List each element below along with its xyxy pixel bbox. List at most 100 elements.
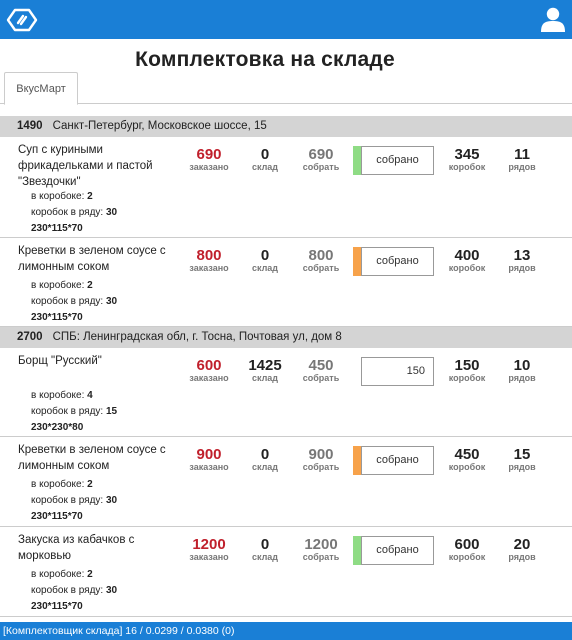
rows-label: рядов [508,552,536,562]
collect-label: собрать [302,462,340,472]
per-box-label: в коробоке: [31,569,85,580]
ordered-value: 600 [196,357,222,374]
stock-stat: 0 склад [241,248,289,273]
ordered-label: заказано [189,263,229,273]
ordered-label: заказано [189,552,229,562]
collect-value: 900 [308,446,334,463]
rows-label: рядов [508,373,536,383]
status-indicator [353,536,362,565]
page-title: Комплектовка на складе [135,48,395,71]
boxes-value: 150 [454,357,480,374]
boxes-stat: 600 коробок [444,537,490,562]
ordered-value: 900 [196,446,222,463]
per-row-value: 30 [105,585,118,596]
ordered-label: заказано [189,462,229,472]
boxes-value: 400 [454,247,480,264]
group-header: 1490 Санкт-Петербург, Московское шоссе, 1… [0,116,572,137]
stock-label: склад [251,462,279,472]
collect-stat: 800 собрать [297,248,345,273]
collected-input[interactable]: собрано [361,446,434,475]
collect-stat: 690 собрать [297,147,345,172]
ordered-stat: 800 заказано [186,248,232,273]
stock-value: 0 [260,146,270,163]
order-row: Креветки в зеленом соусе с лимонным соко… [0,437,572,527]
per-box-label: в коробоке: [31,191,85,202]
user-icon[interactable] [540,6,566,32]
order-row: Закуска из кабачков с морковью в коробоке… [0,527,572,617]
collect-stat: 1200 собрать [297,537,345,562]
box-dimensions: 230*115*70 [31,312,83,323]
ordered-value: 800 [196,247,222,264]
per-row-label: коробок в ряду: [31,495,104,506]
rows-label: рядов [508,162,536,172]
product-name: Борщ "Русский" [18,355,102,367]
rows-stat: 15 рядов [500,447,544,472]
ordered-value: 1200 [192,536,226,553]
rows-value: 11 [514,146,530,163]
status-bar: [Комплектовщик склада] 16 / 0.0299 / 0.0… [0,622,572,640]
box-dimensions: 230*115*70 [31,511,83,522]
per-row-info: коробок в ряду: 30 [31,207,117,218]
rows-stat: 11 рядов [500,147,544,172]
stock-stat: 0 склад [241,447,289,472]
boxes-stat: 150 коробок [444,358,490,383]
group-address: СПБ: Ленинградская обл, г. Тосна, Почтов… [52,331,342,343]
status-indicator [353,146,362,175]
per-box-label: в коробоке: [31,479,85,490]
collect-label: собрать [302,552,340,562]
collect-value: 690 [308,146,334,163]
collected-input[interactable]: собрано [361,247,434,276]
collected-input[interactable]: собрано [361,536,434,565]
per-box-label: в коробоке: [31,390,85,401]
stock-value: 1425 [248,357,282,374]
app-logo-icon[interactable] [6,6,38,34]
ordered-label: заказано [189,373,229,383]
status-indicator [353,247,362,276]
per-row-value: 15 [105,406,118,417]
per-box-info: в коробоке: 2 [31,569,93,580]
rows-stat: 20 рядов [500,537,544,562]
per-row-info: коробок в ряду: 15 [31,406,117,417]
stock-label: склад [251,162,279,172]
product-name: Закуска из кабачков с морковью [18,534,135,562]
ordered-label: заказано [189,162,229,172]
ordered-stat: 690 заказано [186,147,232,172]
boxes-label: коробок [448,263,486,273]
collect-value: 450 [308,357,334,374]
per-row-value: 30 [105,207,118,218]
stock-label: склад [251,373,279,383]
order-row: Борщ "Русский" в коробоке: 4 коробок в ряд… [0,348,572,437]
ordered-stat: 1200 заказано [186,537,232,562]
rows-stat: 10 рядов [500,358,544,383]
boxes-stat: 400 коробок [444,248,490,273]
collected-input[interactable]: собрано [361,146,434,175]
per-row-label: коробок в ряду: [31,296,104,307]
per-row-info: коробок в ряду: 30 [31,296,117,307]
per-box-label: в коробоке: [31,280,85,291]
rows-value: 15 [513,446,531,463]
tab-bar: ВкусМарт [0,72,572,105]
collected-input[interactable]: 150 [361,357,434,386]
per-row-value: 30 [105,495,118,506]
stock-stat: 1425 склад [241,358,289,383]
boxes-value: 345 [454,146,480,163]
rows-value: 20 [513,536,531,553]
tab-vkusmart[interactable]: ВкусМарт [4,72,78,105]
group-id: 1490 [17,120,43,132]
per-row-info: коробок в ряду: 30 [31,495,117,506]
group-id: 2700 [17,331,43,343]
per-row-value: 30 [105,296,118,307]
box-dimensions: 230*115*70 [31,223,83,234]
per-row-label: коробок в ряду: [31,207,104,218]
product-name: Суп с куриными фрикадельками и пастой "З… [18,144,153,188]
ordered-value: 690 [196,146,222,163]
collect-value: 1200 [304,536,338,553]
product-name: Креветки в зеленом соусе с лимонным соко… [18,444,166,472]
rows-value: 10 [513,357,531,374]
order-row: Креветки в зеленом соусе с лимонным соко… [0,238,572,327]
stock-value: 0 [260,536,270,553]
order-row: Суп с куриными фрикадельками и пастой "З… [0,137,572,238]
stock-value: 0 [260,446,270,463]
stock-label: склад [251,263,279,273]
boxes-value: 600 [454,536,480,553]
